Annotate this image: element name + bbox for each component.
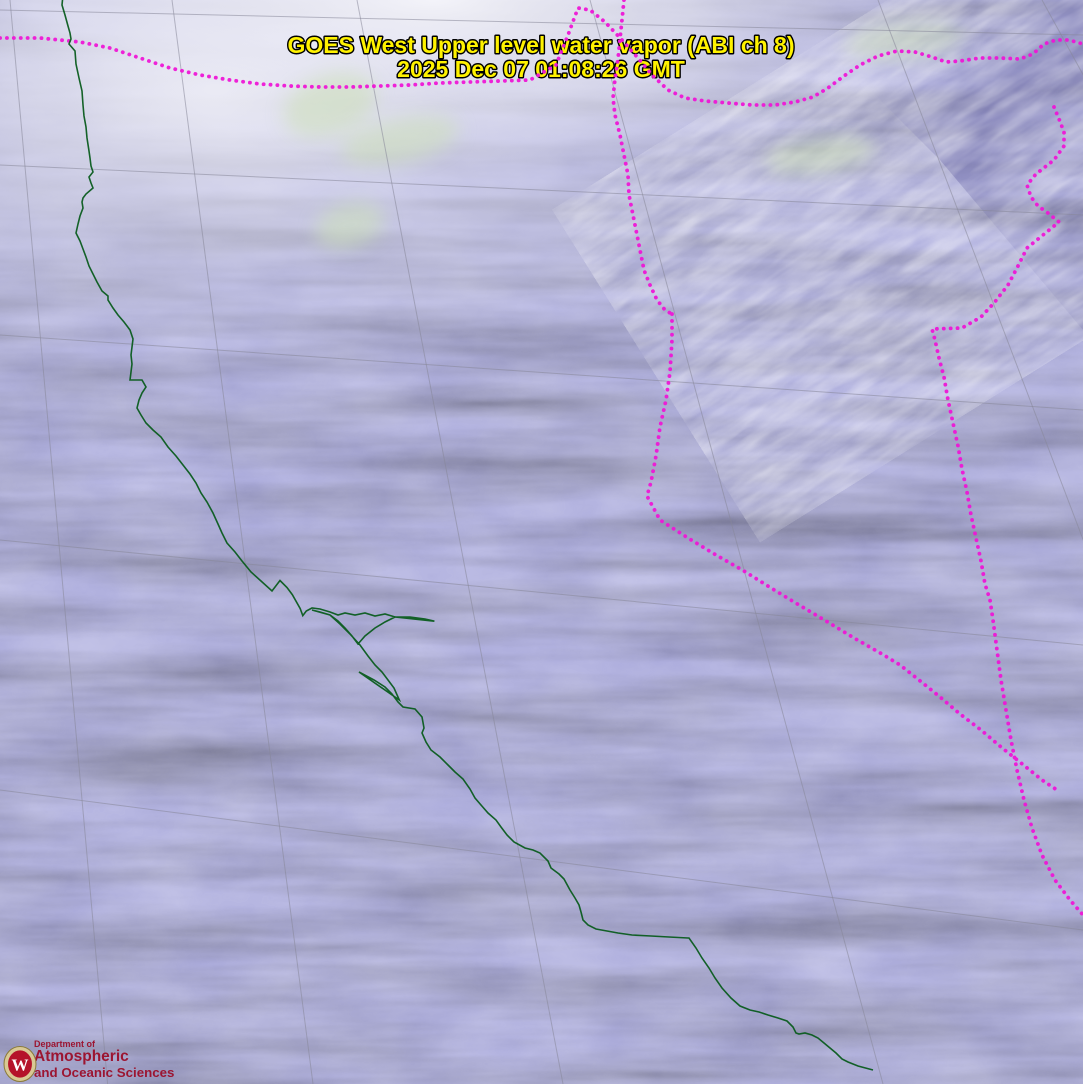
svg-text:W: W: [12, 1056, 29, 1075]
svg-text:GOES West Upper level water va: GOES West Upper level water vapor (ABI c…: [288, 32, 795, 58]
